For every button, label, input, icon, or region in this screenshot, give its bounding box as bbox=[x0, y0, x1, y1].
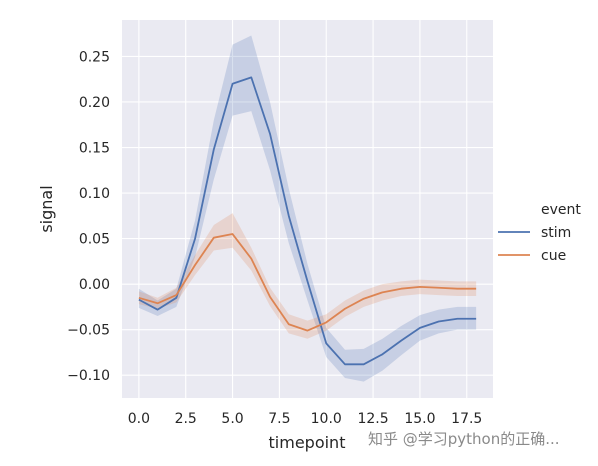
y-tick-label: 0.00 bbox=[79, 277, 110, 293]
y-tick-label: −0.10 bbox=[67, 368, 110, 384]
data-point-stim bbox=[362, 363, 365, 366]
data-point-cue bbox=[437, 286, 440, 289]
y-tick-label: 0.15 bbox=[79, 141, 110, 157]
data-point-stim bbox=[306, 280, 309, 283]
watermark: 知乎 @学习python的正确... bbox=[368, 430, 560, 448]
x-tick-label: 7.5 bbox=[268, 411, 290, 427]
data-point-cue bbox=[156, 302, 159, 305]
legend-label-cue: cue bbox=[541, 248, 566, 264]
data-point-stim bbox=[437, 320, 440, 323]
legend-label-stim: stim bbox=[541, 225, 571, 241]
data-point-cue bbox=[456, 287, 459, 290]
data-point-stim bbox=[231, 82, 234, 85]
y-tick-label: 0.20 bbox=[79, 95, 110, 111]
series-line-stim bbox=[138, 76, 477, 366]
y-tick-label: 0.10 bbox=[79, 186, 110, 202]
confidence-bands bbox=[138, 35, 477, 382]
x-tick-label: 0.0 bbox=[128, 411, 150, 427]
data-point-cue bbox=[306, 329, 309, 332]
legend: event stim cue bbox=[498, 202, 581, 264]
plot-area bbox=[122, 20, 493, 398]
y-tick-label: −0.05 bbox=[67, 323, 110, 339]
data-point-cue bbox=[175, 294, 178, 297]
y-tick-label: 0.05 bbox=[79, 232, 110, 248]
x-tick-labels: 0.0 2.5 5.0 7.5 10.0 12.5 15.0 17.5 bbox=[128, 411, 483, 427]
data-point-stim bbox=[250, 76, 253, 79]
data-point-cue bbox=[400, 287, 403, 290]
data-point-stim bbox=[456, 317, 459, 320]
confidence-band-cue bbox=[138, 213, 477, 339]
legend-title: event bbox=[541, 202, 581, 218]
data-point-cue bbox=[250, 257, 253, 260]
confidence-band-stim bbox=[138, 35, 477, 382]
data-point-cue bbox=[475, 287, 478, 290]
data-point-cue bbox=[269, 295, 272, 298]
y-axis-title: signal bbox=[37, 185, 56, 232]
x-tick-label: 15.0 bbox=[404, 411, 435, 427]
x-tick-label: 10.0 bbox=[311, 411, 342, 427]
x-tick-label: 12.5 bbox=[357, 411, 388, 427]
y-tick-label: 0.25 bbox=[79, 49, 110, 65]
data-point-stim bbox=[156, 308, 159, 311]
data-point-stim bbox=[381, 353, 384, 356]
data-point-stim bbox=[175, 296, 178, 299]
data-point-stim bbox=[212, 148, 215, 151]
data-point-stim bbox=[400, 339, 403, 342]
data-point-cue bbox=[362, 297, 365, 300]
data-point-stim bbox=[325, 342, 328, 345]
data-point-stim bbox=[287, 214, 290, 217]
data-point-cue bbox=[325, 321, 328, 324]
data-point-cue bbox=[137, 296, 140, 299]
x-tick-label: 5.0 bbox=[221, 411, 243, 427]
series-line-cue bbox=[138, 233, 477, 332]
data-point-cue bbox=[343, 307, 346, 310]
series-lines bbox=[137, 76, 478, 366]
data-point-cue bbox=[231, 233, 234, 236]
data-point-cue bbox=[194, 264, 197, 267]
data-point-stim bbox=[418, 326, 421, 329]
x-axis-title: timepoint bbox=[269, 433, 346, 452]
data-point-stim bbox=[269, 132, 272, 135]
data-point-cue bbox=[418, 285, 421, 288]
data-point-cue bbox=[381, 291, 384, 294]
data-point-cue bbox=[212, 236, 215, 239]
data-point-stim bbox=[194, 237, 197, 240]
data-point-stim bbox=[475, 317, 478, 320]
data-point-cue bbox=[287, 323, 290, 326]
y-tick-labels: −0.10 −0.05 0.00 0.05 0.10 0.15 0.20 0.25 bbox=[67, 49, 110, 384]
data-point-stim bbox=[343, 363, 346, 366]
x-tick-label: 2.5 bbox=[175, 411, 197, 427]
x-tick-label: 17.5 bbox=[451, 411, 482, 427]
